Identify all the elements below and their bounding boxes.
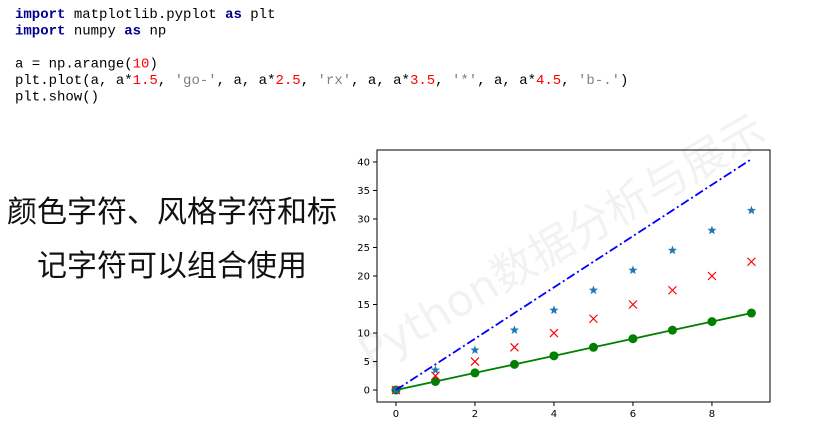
code-token: '*'	[452, 73, 477, 89]
marker	[746, 308, 756, 318]
marker	[589, 314, 598, 324]
x-tick-label: 2	[472, 409, 478, 420]
code-token: plt	[242, 7, 276, 23]
code-line: import matplotlib.pyplot as plt	[15, 7, 275, 23]
code-token: ,	[561, 73, 578, 89]
marker	[628, 265, 638, 275]
y-tick-label: 35	[357, 186, 370, 197]
marker	[510, 342, 519, 352]
caption-line: 颜色字符、风格字符和标	[7, 195, 337, 230]
code-token: 4.5	[536, 73, 561, 89]
y-tick-label: 15	[357, 300, 370, 311]
code-token: 'go-'	[175, 73, 217, 89]
code-line: plt.show()	[15, 90, 99, 106]
y-tick-label: 20	[357, 272, 370, 283]
marker	[431, 371, 440, 381]
y-tick-label: 40	[357, 157, 370, 168]
code-token: 10	[133, 57, 150, 73]
code-token: as	[124, 24, 141, 40]
marker	[430, 376, 440, 386]
marker	[628, 334, 638, 344]
marker	[509, 359, 519, 369]
code-token: numpy	[65, 24, 124, 40]
code-token: as	[225, 7, 242, 23]
marker	[707, 271, 717, 281]
y-tick-label: 10	[357, 329, 370, 340]
caption-line: 记字符可以组合使用	[37, 249, 307, 284]
watermark: Python数据分析与展示	[350, 105, 774, 379]
y-tick-label: 5	[364, 357, 370, 368]
code-token: plt.plot(a, a*	[15, 73, 133, 89]
code-token: ,	[435, 73, 452, 89]
marker	[747, 257, 756, 267]
x-tick-label: 0	[393, 409, 399, 420]
code-token: 2.5	[275, 73, 300, 89]
code-token: , a, a*	[351, 73, 410, 89]
marker	[588, 285, 599, 295]
y-tick-label: 30	[357, 214, 370, 225]
code-token: import	[15, 24, 65, 40]
marker	[707, 225, 717, 235]
series-line	[395, 158, 752, 391]
code-line: import numpy as np	[15, 24, 166, 40]
code-token: a = np.arange(	[15, 57, 133, 73]
code-token: 3.5	[410, 73, 435, 89]
marker	[707, 317, 717, 327]
marker	[430, 365, 441, 374]
marker	[470, 357, 480, 366]
marker	[746, 205, 757, 215]
code-token: 'rx'	[318, 73, 352, 89]
code-token: ,	[158, 73, 175, 89]
code-line: plt.plot(a, a*1.5, 'go-', a, a*2.5, 'rx'…	[15, 73, 628, 89]
marker	[549, 328, 559, 338]
code-token: , a, a*	[217, 73, 276, 89]
marker	[667, 245, 678, 255]
y-tick-label: 25	[357, 243, 370, 254]
code-token: ,	[301, 73, 318, 89]
x-tick-label: 4	[551, 409, 557, 420]
marker	[588, 342, 598, 352]
code-token: np	[141, 24, 166, 40]
marker	[668, 285, 677, 295]
marker	[509, 325, 520, 335]
marker	[470, 345, 480, 355]
marker	[667, 325, 677, 335]
y-tick-label: 0	[364, 386, 370, 397]
x-tick-label: 8	[709, 409, 715, 420]
code-line: a = np.arange(10)	[15, 57, 158, 73]
code-token: )	[620, 73, 628, 89]
marker	[628, 300, 638, 309]
code-token: , a, a*	[477, 73, 536, 89]
x-tick-label: 6	[630, 409, 636, 420]
code-token: )	[149, 57, 157, 73]
series-line	[395, 312, 752, 391]
marker	[549, 305, 559, 315]
code-token: import	[15, 7, 65, 23]
code-token: plt.show()	[15, 90, 99, 106]
marker	[470, 368, 480, 378]
marker	[549, 351, 559, 361]
code-token: 'b-.'	[578, 73, 620, 89]
code-token: 1.5	[133, 73, 158, 89]
code-token: matplotlib.pyplot	[65, 7, 225, 23]
